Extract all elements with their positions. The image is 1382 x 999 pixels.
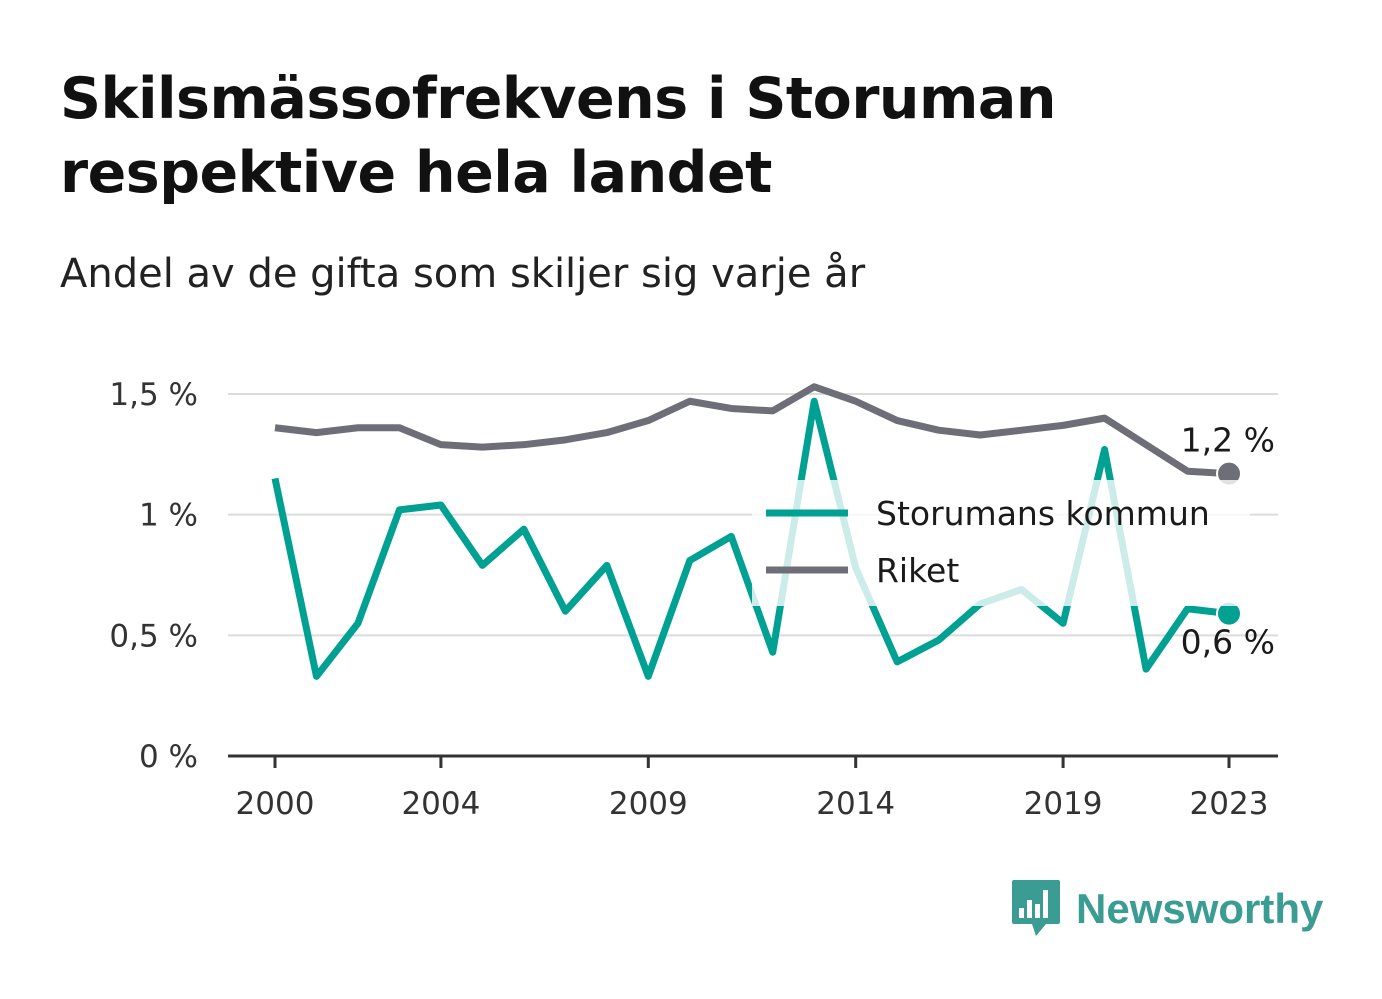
end-labels: 1,2 % 0,6 % bbox=[1181, 421, 1275, 662]
bar-chart-speech-bubble-icon bbox=[1012, 880, 1060, 936]
legend-label: Storumans kommun bbox=[876, 494, 1210, 533]
y-tick-label: 0,5 % bbox=[109, 618, 198, 654]
y-tick-label: 0 % bbox=[139, 739, 198, 775]
legend-background bbox=[752, 480, 1250, 606]
brand-name: Newsworthy bbox=[1076, 885, 1324, 932]
chart-subtitle: Andel av de gifta som skiljer sig varje … bbox=[60, 251, 866, 297]
x-tick-label: 2009 bbox=[609, 786, 688, 822]
x-axis: 2000 2004 2009 2014 2019 2023 bbox=[228, 754, 1278, 822]
x-tick-label: 2004 bbox=[401, 786, 480, 822]
legend-label: Riket bbox=[876, 551, 959, 590]
legend: Storumans kommun Riket bbox=[752, 480, 1250, 606]
x-tick-label: 2014 bbox=[816, 786, 895, 822]
x-tick-label: 2019 bbox=[1024, 786, 1103, 822]
end-label-riket: 1,2 % bbox=[1181, 421, 1275, 460]
x-tick-label: 2023 bbox=[1190, 786, 1269, 822]
end-label-storuman: 0,6 % bbox=[1181, 623, 1275, 662]
brand-logo: Newsworthy bbox=[1010, 878, 1323, 940]
x-tick-label: 2000 bbox=[236, 786, 315, 822]
series-line-riket bbox=[274, 383, 1230, 478]
y-tick-label: 1,5 % bbox=[109, 377, 198, 413]
chart-title: Skilsmässofrekvens i Storuman respektive… bbox=[60, 66, 1056, 206]
y-axis: 0 % 0,5 % 1 % 1,5 % bbox=[109, 377, 198, 775]
y-tick-label: 1 % bbox=[139, 498, 198, 534]
